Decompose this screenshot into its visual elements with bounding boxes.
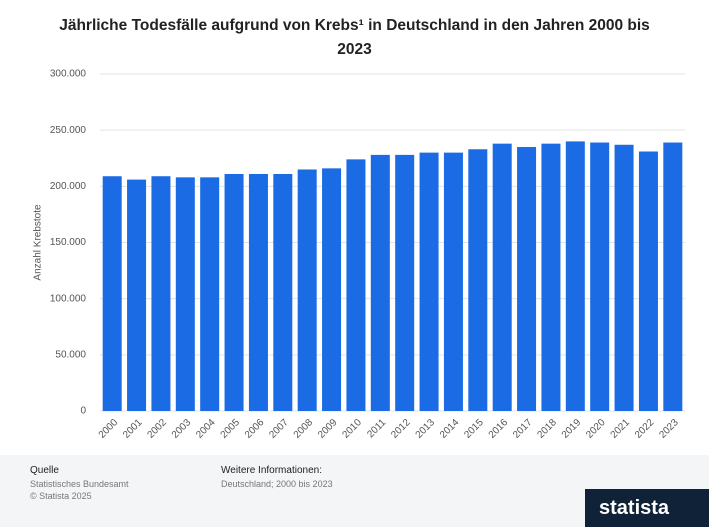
bar [419, 152, 439, 411]
x-tick-label: 2014 [438, 417, 462, 441]
x-tick-label: 2005 [219, 417, 243, 441]
x-tick-label: 2021 [609, 417, 633, 441]
x-tick-label: 2022 [633, 417, 657, 441]
bar [224, 173, 244, 411]
source-line: © Statista 2025 [30, 491, 92, 501]
x-tick-label: 2023 [657, 417, 681, 441]
y-tick-label: 250.000 [50, 125, 87, 136]
info-text: Deutschland; 2000 bis 2023 [221, 479, 333, 489]
bar [297, 169, 317, 411]
x-tick-label: 2003 [170, 417, 194, 441]
info-heading: Weitere Informationen: [221, 465, 322, 476]
x-tick-label: 2006 [243, 417, 267, 441]
bar [468, 149, 488, 411]
bar [517, 147, 537, 411]
source-heading: Quelle [30, 465, 59, 476]
y-axis-label: Anzahl Krebstote [33, 204, 44, 281]
bar [322, 168, 342, 411]
x-tick-label: 2017 [511, 417, 535, 441]
y-tick-label: 150.000 [50, 237, 87, 248]
x-tick-label: 2001 [121, 417, 145, 441]
x-tick-label: 2010 [340, 417, 364, 441]
x-tick-label: 2008 [292, 417, 316, 441]
bar [443, 152, 463, 411]
x-tick-label: 2013 [414, 417, 438, 441]
chart-title: Jährliche Todesfälle aufgrund von Krebs¹… [59, 17, 650, 58]
x-tick-label: 2012 [389, 417, 413, 441]
logo: statista [585, 489, 709, 527]
x-tick-label: 2015 [462, 417, 486, 441]
x-tick-label: 2002 [145, 417, 169, 441]
bar [273, 173, 293, 411]
y-tick-label: 200.000 [50, 181, 87, 192]
bar [151, 176, 171, 411]
bar [395, 154, 415, 411]
x-tick-label: 2020 [584, 417, 608, 441]
x-tick-label: 2000 [97, 417, 121, 441]
y-tick-label: 0 [80, 406, 86, 417]
bar [200, 177, 220, 411]
x-tick-label: 2019 [560, 417, 584, 441]
bar [346, 159, 366, 411]
bar [590, 142, 610, 412]
y-tick-label: 50.000 [55, 349, 86, 360]
bar [638, 151, 658, 411]
x-tick-label: 2007 [267, 417, 291, 441]
x-tick-label: 2004 [194, 417, 218, 441]
bar [175, 177, 195, 411]
bar [614, 144, 634, 411]
bar [565, 141, 585, 411]
x-tick-label: 2018 [535, 417, 559, 441]
bar [127, 179, 147, 411]
bar [248, 173, 268, 411]
bar [663, 142, 683, 412]
x-tick-label: 2016 [487, 417, 511, 441]
bar [102, 176, 122, 411]
bar [370, 154, 390, 411]
x-tick-label: 2009 [316, 417, 340, 441]
source-line: Statistisches Bundesamt [30, 479, 129, 489]
bar [541, 143, 561, 411]
y-tick-label: 100.000 [50, 293, 87, 304]
bar [492, 143, 512, 411]
x-tick-label: 2011 [365, 417, 388, 440]
y-tick-label: 300.000 [50, 69, 87, 80]
